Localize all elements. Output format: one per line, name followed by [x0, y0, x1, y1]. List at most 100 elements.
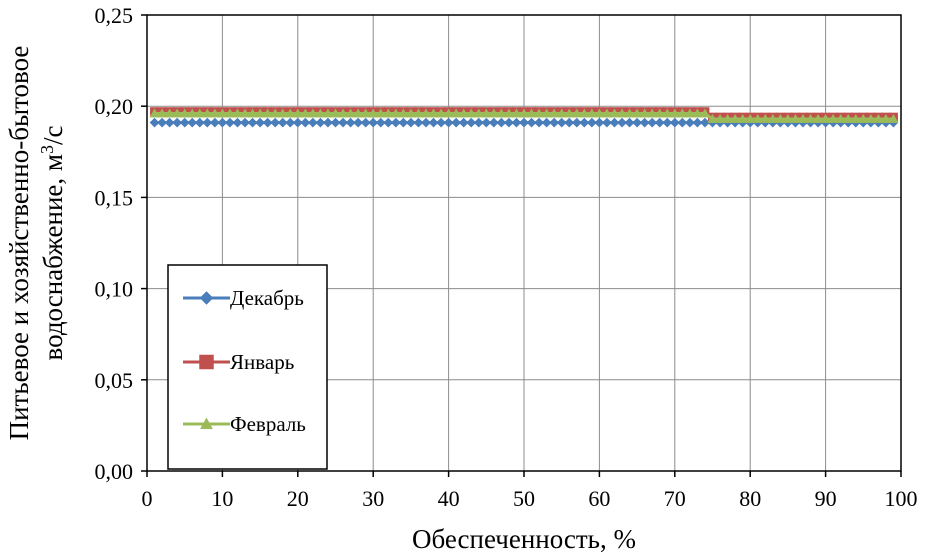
marker-diamond — [534, 117, 545, 128]
marker-triangle — [466, 108, 477, 118]
marker-triangle — [873, 113, 884, 123]
marker-diamond — [617, 117, 627, 128]
marker-triangle — [692, 108, 703, 118]
marker-triangle — [187, 108, 198, 118]
marker-diamond — [654, 117, 665, 128]
marker-triangle — [338, 108, 349, 118]
marker-triangle — [534, 108, 545, 118]
marker-diamond — [647, 117, 658, 128]
marker-diamond — [451, 117, 462, 128]
marker-diamond — [315, 117, 326, 128]
marker-diamond — [466, 117, 477, 128]
marker-triangle — [775, 113, 786, 123]
marker-diamond — [639, 117, 650, 128]
marker-diamond — [224, 117, 235, 128]
marker-diamond — [383, 117, 394, 128]
marker-triangle — [179, 108, 190, 118]
marker-diamond — [526, 117, 537, 128]
marker-diamond — [217, 117, 228, 128]
marker-triangle — [488, 108, 499, 118]
marker-diamond — [511, 117, 522, 128]
marker-diamond — [421, 117, 431, 128]
marker-diamond — [405, 117, 416, 128]
marker-triangle — [428, 108, 439, 118]
marker-diamond — [669, 117, 680, 128]
marker-diamond — [270, 117, 281, 128]
y-tick-label: 0,15 — [95, 185, 134, 210]
x-tick-label: 10 — [211, 486, 233, 511]
marker-diamond — [413, 117, 424, 128]
marker-diamond — [330, 117, 341, 128]
marker-diamond — [157, 117, 168, 128]
marker-triangle — [458, 108, 469, 118]
marker-triangle — [360, 108, 371, 118]
marker-diamond — [662, 117, 673, 128]
y-tick-label: 0,20 — [95, 94, 134, 119]
marker-diamond — [375, 117, 386, 128]
marker-triangle — [217, 108, 228, 118]
marker-triangle — [383, 108, 394, 118]
marker-diamond — [390, 117, 401, 128]
marker-triangle — [209, 108, 220, 118]
legend-label: Январь — [230, 350, 294, 374]
series-triangle — [149, 108, 899, 123]
marker-triangle — [579, 108, 590, 118]
marker-triangle — [345, 108, 356, 118]
legend-label: Февраль — [230, 412, 306, 436]
marker-triangle — [767, 113, 778, 123]
marker-triangle — [880, 113, 891, 123]
marker-triangle — [858, 113, 869, 123]
legend-swatch-marker — [199, 291, 214, 305]
legend-swatch-marker — [199, 354, 214, 370]
marker-triangle — [662, 108, 673, 118]
x-tick-label: 80 — [739, 486, 761, 511]
marker-triangle — [715, 113, 726, 123]
y-tick-label: 0,25 — [95, 3, 134, 28]
marker-triangle — [481, 108, 492, 118]
marker-triangle — [353, 108, 364, 118]
y-axis-title: Питьевое и хозяйственно-бытовое водоснаб… — [4, 46, 68, 441]
y-tick-label: 0,00 — [95, 459, 134, 484]
y-axis-title-unit-prefix: водоснабжение, м — [38, 154, 68, 360]
marker-diamond — [164, 117, 175, 128]
x-tick-label: 30 — [362, 486, 384, 511]
marker-triangle — [368, 108, 379, 118]
marker-triangle — [473, 108, 484, 118]
marker-diamond — [549, 117, 560, 128]
marker-diamond — [262, 117, 273, 128]
marker-triangle — [202, 108, 213, 118]
marker-triangle — [865, 113, 876, 123]
marker-triangle — [405, 108, 416, 118]
marker-triangle — [307, 108, 318, 118]
marker-diamond — [323, 117, 333, 128]
x-tick-label: 70 — [664, 486, 686, 511]
marker-triangle — [594, 108, 605, 118]
marker-triangle — [541, 108, 552, 118]
marker-triangle — [556, 108, 567, 118]
marker-diamond — [519, 117, 529, 128]
y-tick-label: 0,10 — [95, 277, 134, 302]
marker-diamond — [700, 117, 710, 128]
marker-triangle — [277, 108, 288, 118]
marker-diamond — [345, 117, 356, 128]
marker-triangle — [315, 108, 326, 118]
marker-triangle — [172, 108, 183, 118]
marker-triangle — [684, 108, 695, 118]
x-tick-label: 40 — [438, 486, 460, 511]
marker-triangle — [586, 108, 597, 118]
marker-triangle — [654, 108, 665, 118]
marker-diamond — [541, 117, 552, 128]
marker-diamond — [481, 117, 492, 128]
marker-diamond — [179, 117, 190, 128]
marker-triangle — [247, 108, 258, 118]
marker-triangle — [375, 108, 386, 118]
marker-diamond — [368, 117, 379, 128]
marker-diamond — [586, 117, 597, 128]
marker-triangle — [149, 108, 160, 118]
marker-triangle — [262, 108, 273, 118]
marker-triangle — [224, 108, 235, 118]
marker-triangle — [549, 108, 560, 118]
marker-triangle — [390, 108, 401, 118]
marker-triangle — [730, 113, 741, 123]
marker-diamond — [202, 117, 213, 128]
